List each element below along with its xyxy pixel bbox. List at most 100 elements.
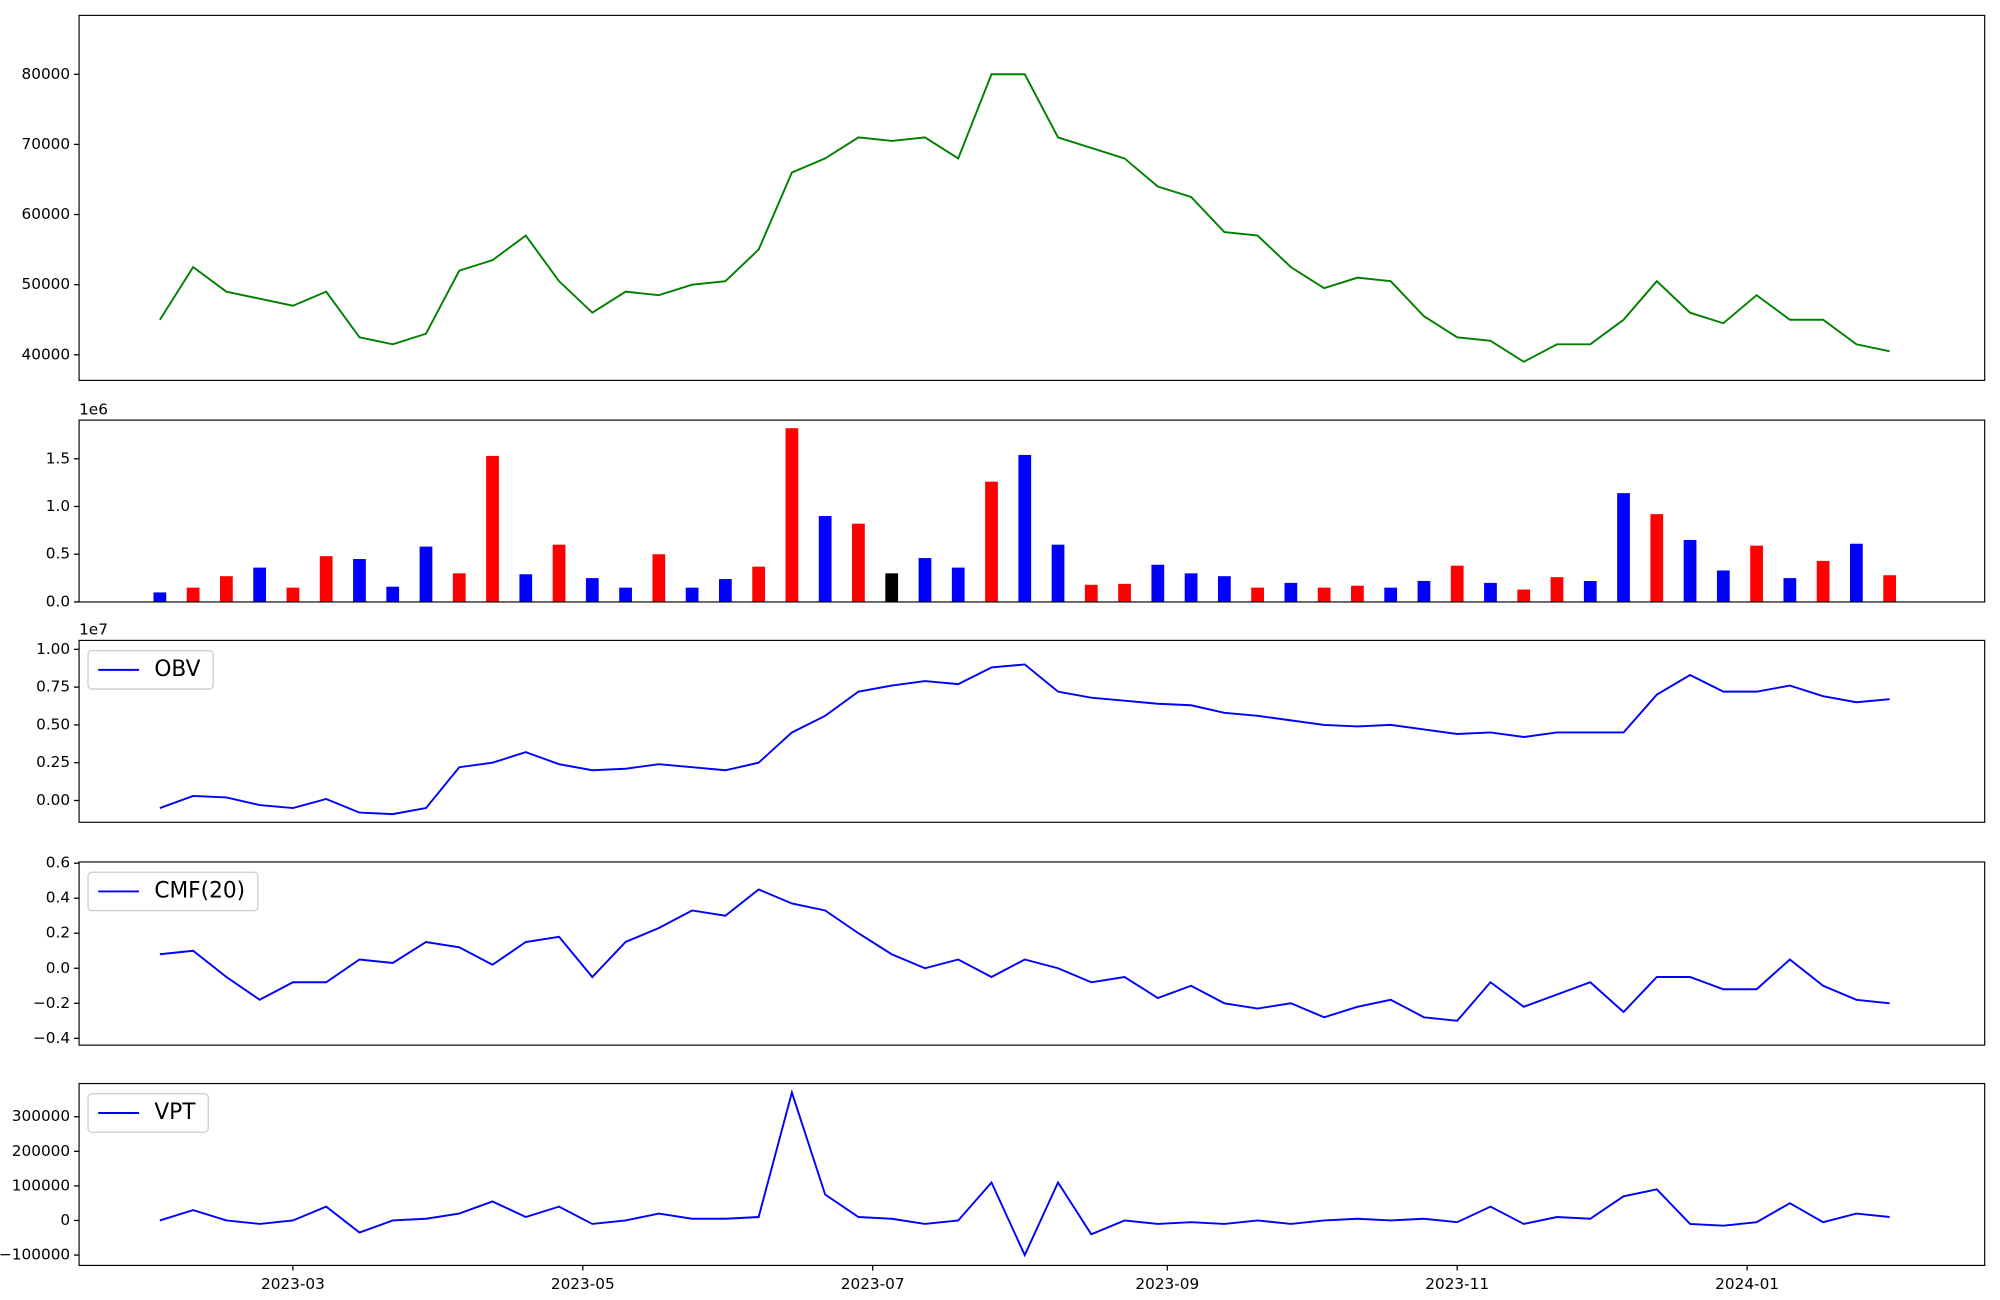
bar — [1151, 564, 1165, 602]
bar — [1850, 543, 1863, 602]
legend — [87, 871, 259, 912]
line — [159, 1089, 1890, 1258]
bar — [985, 481, 998, 602]
line — [159, 663, 1890, 816]
y-tick-label: 1.0 — [46, 497, 70, 515]
legend-label: VPT — [154, 1100, 196, 1125]
y-tick-label: −0.2 — [33, 994, 70, 1012]
offset-label: 1e7 — [79, 621, 108, 639]
y-tick-label: 0.25 — [36, 753, 70, 771]
line — [159, 73, 1890, 363]
line — [159, 888, 1890, 1022]
y-tick-label: 0.75 — [36, 678, 70, 696]
bar — [1051, 544, 1065, 602]
x-tick-label: 2023-03 — [261, 1275, 325, 1293]
bar — [319, 556, 333, 602]
y-tick-label: 60000 — [21, 205, 70, 223]
bar — [885, 573, 899, 602]
bar — [1650, 514, 1664, 602]
bar — [1251, 587, 1264, 602]
bar — [685, 587, 699, 602]
bar — [1284, 582, 1298, 602]
bar — [486, 455, 499, 602]
bar — [452, 573, 466, 602]
bar — [1217, 576, 1231, 602]
y-tick-label: 0.5 — [46, 545, 70, 563]
bar — [1683, 539, 1697, 602]
axes-frame — [78, 14, 1986, 381]
axes-frame — [78, 639, 1986, 823]
bar — [186, 587, 200, 602]
bar — [1184, 573, 1198, 602]
bar — [752, 566, 766, 602]
y-tick-label: 0.00 — [36, 791, 70, 809]
bar — [1783, 578, 1797, 602]
axes-frame — [78, 861, 1986, 1046]
x-tick-label: 2023-11 — [1425, 1275, 1489, 1293]
bar — [718, 579, 732, 602]
bar — [1384, 587, 1398, 602]
bar — [818, 516, 832, 602]
bar — [652, 554, 666, 602]
y-tick-label: 1.5 — [46, 449, 70, 467]
bar — [619, 587, 632, 602]
bar — [1617, 493, 1630, 602]
bar — [220, 576, 233, 602]
bar — [918, 558, 932, 602]
bar — [1084, 584, 1098, 602]
bar — [1417, 580, 1431, 602]
bar — [419, 546, 433, 602]
y-tick-label: 1.00 — [36, 640, 70, 658]
bar — [1517, 589, 1531, 602]
offset-label: 1e6 — [79, 400, 108, 418]
bar — [1484, 582, 1497, 602]
axes-frame — [78, 1082, 1986, 1266]
x-tick-label: 2023-09 — [1135, 1275, 1199, 1293]
bar — [1118, 583, 1131, 602]
bar — [852, 523, 865, 602]
legend — [87, 650, 214, 690]
y-tick-label: 0.4 — [46, 889, 70, 907]
y-tick-label: 40000 — [21, 345, 70, 363]
x-tick-label: 2023-05 — [551, 1275, 615, 1293]
bar — [785, 428, 799, 602]
y-tick-label: 70000 — [21, 135, 70, 153]
y-tick-label: −0.4 — [33, 1029, 70, 1047]
bar — [1018, 454, 1032, 602]
bar — [585, 578, 599, 602]
bar — [519, 574, 533, 602]
bar — [1317, 587, 1331, 602]
y-tick-label: 0.50 — [36, 715, 70, 733]
bar — [552, 544, 566, 602]
bar — [1716, 570, 1730, 602]
bar — [353, 559, 366, 602]
y-tick-label: 100000 — [12, 1176, 70, 1194]
bar — [1883, 575, 1897, 602]
axes-frame — [78, 419, 1986, 603]
y-tick-label: −100000 — [0, 1246, 70, 1264]
bar — [253, 567, 267, 602]
bar — [1583, 580, 1597, 602]
bar — [1550, 577, 1564, 602]
y-tick-label: 0.0 — [46, 959, 70, 977]
y-tick-label: 0.6 — [46, 854, 70, 872]
legend — [87, 1093, 209, 1133]
legend-label: OBV — [154, 657, 200, 682]
y-tick-label: 300000 — [12, 1107, 70, 1125]
bar — [1450, 565, 1464, 602]
legend-label: CMF(20) — [154, 878, 245, 903]
bar — [1750, 545, 1763, 602]
bar — [386, 586, 400, 602]
x-tick-label: 2023-07 — [841, 1275, 905, 1293]
x-tick-label: 2024-01 — [1715, 1275, 1779, 1293]
y-tick-label: 80000 — [21, 65, 70, 83]
y-tick-label: 50000 — [21, 275, 70, 293]
bar — [286, 587, 300, 602]
bar — [153, 592, 167, 602]
bar — [1351, 585, 1364, 602]
y-tick-label: 0 — [60, 1211, 70, 1229]
y-tick-label: 200000 — [12, 1142, 70, 1160]
bar — [951, 567, 965, 602]
y-tick-label: 0.2 — [46, 924, 70, 942]
